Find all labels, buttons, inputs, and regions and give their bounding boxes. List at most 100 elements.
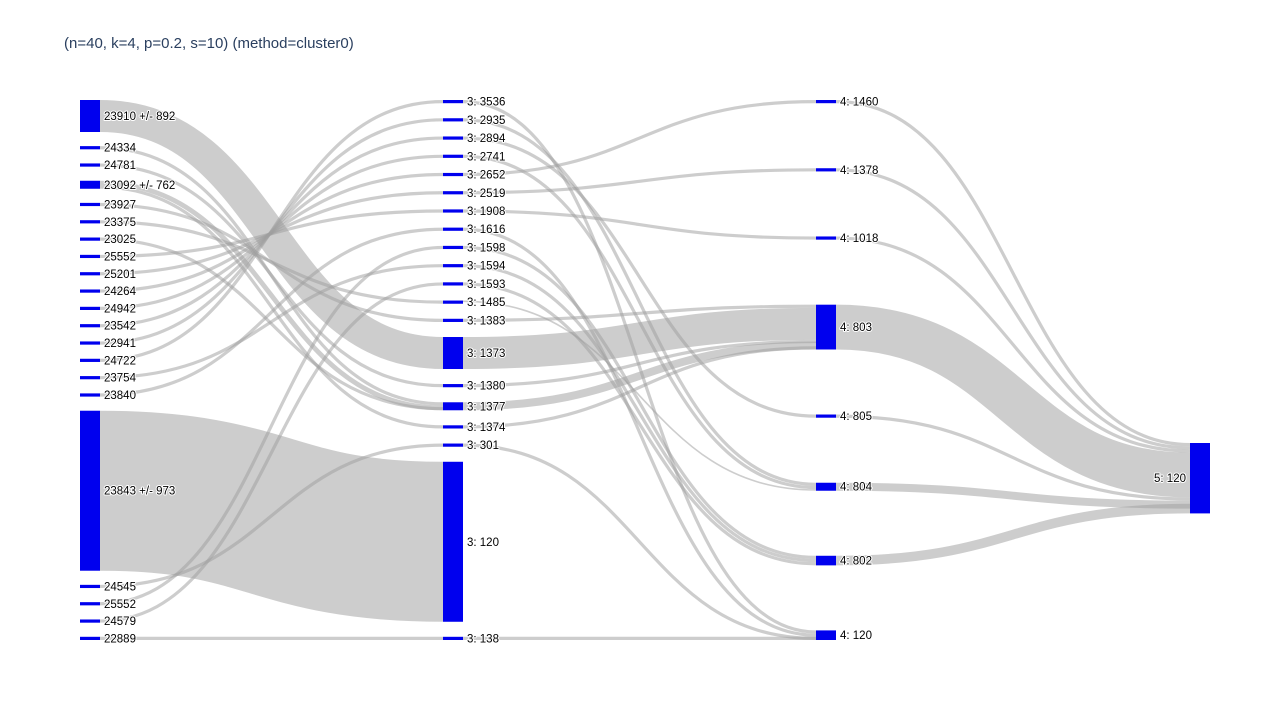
flow-link[interactable] — [462, 209, 817, 240]
sankey-node[interactable] — [816, 555, 836, 566]
sankey-node[interactable] — [80, 410, 100, 571]
flow-link[interactable] — [462, 100, 817, 177]
sankey-node[interactable] — [816, 168, 836, 172]
flow-link[interactable] — [462, 245, 817, 559]
flow-link[interactable] — [99, 180, 444, 411]
flow-link[interactable] — [99, 185, 444, 429]
sankey-node[interactable] — [80, 584, 100, 589]
node-label: 4: 1018 — [840, 233, 878, 245]
flow-link[interactable] — [462, 168, 817, 195]
sankey-node[interactable] — [80, 341, 100, 345]
sankey-node[interactable] — [443, 384, 463, 388]
flow-link[interactable] — [99, 245, 444, 606]
sankey-node[interactable] — [816, 414, 836, 418]
flow-link[interactable] — [462, 443, 817, 640]
node-label: 23542 — [104, 321, 136, 333]
sankey-node[interactable] — [443, 402, 463, 411]
flow-link[interactable] — [835, 414, 1191, 501]
node-label: 23375 — [104, 217, 136, 229]
sankey-node[interactable] — [443, 264, 463, 268]
sankey-node[interactable] — [816, 630, 836, 640]
sankey-node[interactable] — [443, 227, 463, 231]
sankey-node[interactable] — [443, 443, 463, 447]
sankey-node[interactable] — [80, 272, 100, 276]
sankey-node[interactable] — [80, 180, 100, 189]
flow-link[interactable] — [462, 346, 817, 429]
sankey-node[interactable] — [80, 202, 100, 207]
node-label: 4: 1460 — [840, 97, 878, 109]
sankey-node[interactable] — [80, 358, 100, 362]
sankey-node[interactable] — [443, 209, 463, 213]
flow-link[interactable] — [462, 227, 817, 637]
flow-link[interactable] — [835, 236, 1191, 453]
sankey-node[interactable] — [443, 136, 463, 140]
sankey-node[interactable] — [443, 337, 463, 370]
node-label: 3: 2519 — [467, 188, 505, 200]
flow-link[interactable] — [99, 163, 444, 388]
sankey-node[interactable] — [80, 289, 100, 293]
sankey-node[interactable] — [443, 300, 463, 304]
sankey-node[interactable] — [816, 482, 836, 491]
sankey-node[interactable] — [443, 425, 463, 429]
flow-link[interactable] — [462, 118, 817, 486]
flow-link[interactable] — [462, 339, 817, 388]
flow-link[interactable] — [462, 136, 817, 418]
sankey-node[interactable] — [80, 393, 100, 397]
sankey-node[interactable] — [443, 172, 463, 177]
node-label: 3: 1593 — [467, 279, 505, 291]
sankey-node[interactable] — [80, 602, 100, 606]
node-label: 3: 3536 — [467, 97, 505, 109]
node-label: 24545 — [104, 581, 136, 593]
flow-link[interactable] — [99, 282, 444, 623]
sankey-node[interactable] — [80, 636, 100, 640]
sankey-node[interactable] — [443, 118, 463, 122]
node-label: 24579 — [104, 616, 136, 628]
flow-link[interactable] — [462, 264, 817, 563]
sankey-node[interactable] — [816, 304, 836, 350]
sankey-node[interactable] — [80, 324, 100, 328]
sankey-node[interactable] — [443, 191, 463, 195]
flow-link[interactable] — [462, 300, 817, 491]
flow-link[interactable] — [99, 220, 444, 304]
flow-link[interactable] — [99, 443, 444, 589]
flow-link[interactable] — [462, 341, 817, 411]
sankey-node[interactable] — [443, 245, 463, 250]
flow-link[interactable] — [835, 482, 1191, 509]
flow-link[interactable] — [99, 227, 444, 397]
flow-link[interactable] — [835, 100, 1191, 447]
sankey-node[interactable] — [816, 100, 836, 104]
sankey-node[interactable] — [80, 619, 100, 623]
flow-link[interactable] — [835, 503, 1191, 566]
sankey-node[interactable] — [80, 376, 100, 380]
flow-link[interactable] — [462, 154, 817, 490]
flow-link[interactable] — [835, 168, 1191, 450]
sankey-node[interactable] — [443, 100, 463, 104]
flow-link[interactable] — [462, 100, 817, 634]
sankey-node[interactable] — [80, 254, 100, 259]
node-label: 22941 — [104, 338, 136, 350]
sankey-node[interactable] — [443, 318, 463, 322]
flow-link[interactable] — [99, 237, 444, 411]
flow-link[interactable] — [99, 264, 444, 380]
flow-link[interactable] — [462, 307, 817, 370]
flow-link[interactable] — [462, 282, 817, 566]
node-label: 23927 — [104, 199, 136, 211]
sankey-node[interactable] — [80, 100, 100, 132]
sankey-node[interactable] — [443, 282, 463, 286]
sankey-node[interactable] — [80, 237, 100, 241]
flow-link[interactable] — [835, 304, 1191, 498]
sankey-node[interactable] — [1190, 443, 1210, 514]
sankey-node[interactable] — [443, 636, 463, 640]
sankey-node[interactable] — [816, 236, 836, 240]
sankey-node[interactable] — [80, 146, 100, 150]
sankey-node[interactable] — [443, 154, 463, 158]
flow-link[interactable] — [99, 100, 444, 362]
sankey-node[interactable] — [80, 306, 100, 310]
sankey-node[interactable] — [443, 461, 463, 622]
node-label: 23754 — [104, 373, 137, 385]
node-label: 3: 1377 — [467, 401, 505, 413]
sankey-node[interactable] — [80, 220, 100, 224]
sankey-node[interactable] — [80, 163, 100, 167]
flow-link[interactable] — [462, 304, 817, 322]
node-label: 4: 805 — [840, 411, 872, 423]
